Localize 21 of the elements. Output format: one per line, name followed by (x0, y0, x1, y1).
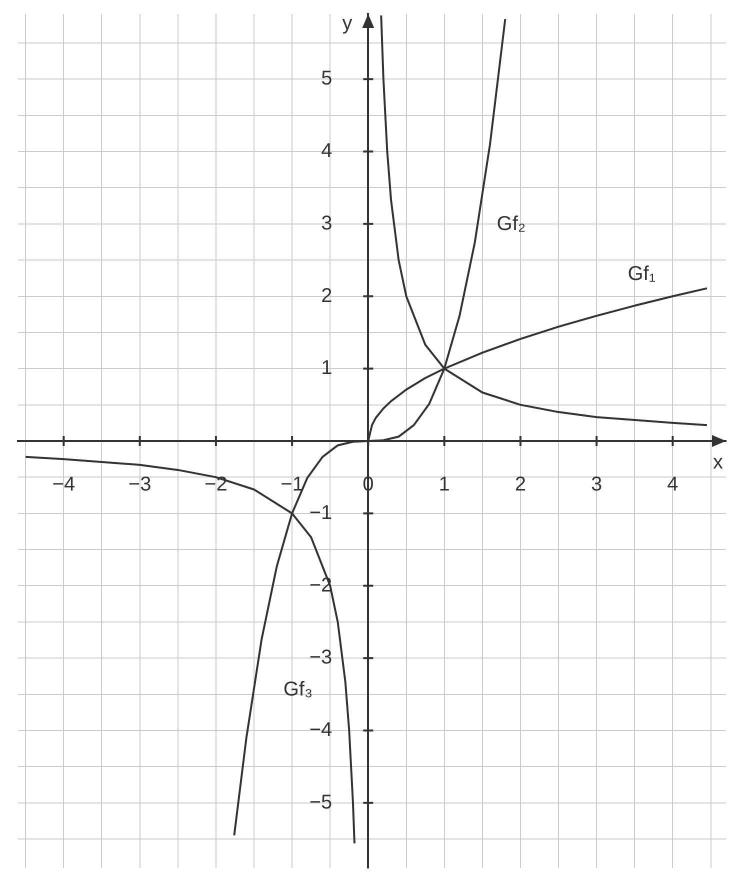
y-tick-label: −1 (309, 502, 332, 524)
x-axis-title: x (713, 452, 723, 474)
y-tick-label: −4 (309, 719, 332, 742)
x-tick-label: 2 (514, 474, 526, 496)
y-tick-label: −3 (309, 646, 332, 669)
series-label: Gf₃ (283, 678, 313, 701)
y-tick-label: 1 (321, 357, 332, 380)
x-tick-label: −3 (128, 474, 152, 496)
x-tick-label: 3 (591, 474, 602, 496)
series-label: Gf₂ (496, 213, 526, 236)
y-axis-title: y (342, 12, 352, 35)
x-tick-label: 4 (667, 474, 678, 496)
y-tick-label: 3 (321, 212, 332, 234)
y-tick-label: −5 (309, 791, 332, 814)
y-tick-label: 5 (321, 68, 332, 90)
y-tick-label: 4 (321, 140, 332, 162)
series-label: Gf₁ (628, 262, 656, 285)
x-tick-label: −4 (52, 474, 76, 496)
x-tick-label: 1 (438, 474, 450, 496)
y-tick-label: 2 (321, 284, 332, 307)
x-tick-label: −1 (280, 474, 304, 496)
